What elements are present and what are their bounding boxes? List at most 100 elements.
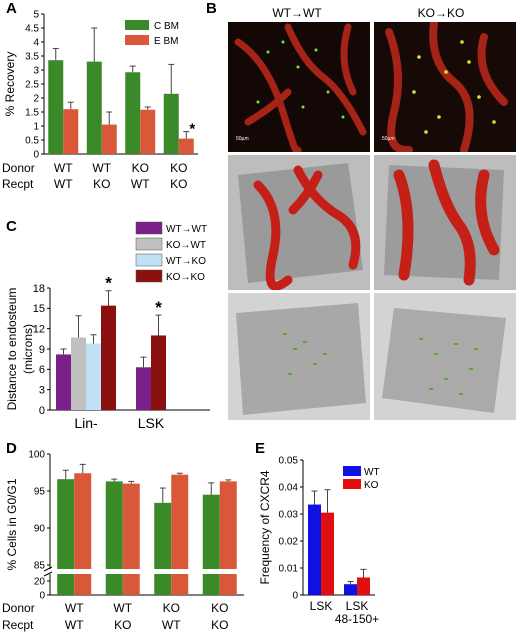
- y-axis-title: % Cells in G0/G1: [5, 478, 19, 570]
- y-tick-label: 0.03: [279, 510, 299, 521]
- y-axis-title: Frequency of CXCR4: [258, 470, 272, 584]
- col-title-ko-ko: KO→KO: [417, 6, 465, 20]
- legend-swatch: [135, 237, 163, 251]
- y-tick-label: 0: [33, 150, 39, 161]
- bar-series-2: [86, 343, 101, 410]
- bar-upper: [122, 483, 140, 569]
- category-label: 48-150+: [335, 612, 379, 626]
- donor-label: KO: [211, 601, 228, 615]
- recpt-label: KO: [211, 618, 228, 632]
- bar-series-3: [101, 305, 116, 410]
- recpt-label: WT: [65, 618, 84, 632]
- recpt-label: WT: [54, 177, 73, 191]
- y-tick-label: 18: [33, 283, 45, 295]
- bar-upper: [171, 474, 189, 569]
- donor-label: WT: [65, 601, 84, 615]
- y-tick-label: 0.01: [279, 564, 299, 575]
- scale-bar-label: 50µm: [236, 136, 249, 142]
- chart-c: 0 3 6 9 12 15 18 Distance to endosteum (microns)…: [5, 221, 210, 431]
- y-tick-label: 0: [292, 591, 298, 602]
- category-label: LSK: [310, 599, 333, 613]
- y-tick-label: 12: [33, 324, 45, 336]
- panel-letter-e: E: [255, 440, 266, 457]
- render-drawing: [228, 293, 370, 420]
- bar-cbm: [125, 72, 141, 154]
- y-tick-label: 4: [33, 38, 39, 49]
- recpt-label: WT: [162, 618, 181, 632]
- legend-label: WT: [364, 467, 380, 478]
- significance-marker: *: [105, 274, 112, 293]
- panel-letter-c: C: [6, 218, 17, 235]
- significance-marker: *: [155, 298, 162, 317]
- donor-label: WT: [92, 161, 111, 175]
- y-tick-label: 0.5: [25, 136, 39, 147]
- bar-cbm: [86, 61, 102, 154]
- render-drawing: [374, 293, 516, 420]
- y-tick-label: 95: [34, 487, 46, 498]
- bar-lower: [122, 574, 140, 595]
- axis-break-mark: [43, 571, 53, 577]
- bar-cbm: [48, 60, 64, 155]
- bar-lower: [154, 574, 172, 595]
- y-tick-label: 0: [39, 405, 45, 417]
- donor-label: KO: [163, 601, 180, 615]
- y-tick-label: 3.5: [25, 52, 39, 63]
- legend-label: KO: [364, 480, 379, 491]
- y-tick-label: 6: [39, 364, 45, 376]
- y-axis-title: Distance to endosteum: [5, 288, 19, 411]
- bar-series-3: [151, 335, 166, 410]
- y-tick-label: 0.05: [279, 456, 299, 467]
- scale-bar-label: 50µm: [382, 136, 395, 142]
- bar-lower: [171, 574, 189, 595]
- y-tick-label: 85: [34, 561, 46, 572]
- bar-ebm: [101, 124, 117, 154]
- y-tick-label: 0: [39, 591, 45, 602]
- donor-label: KO: [170, 161, 187, 175]
- category-label: LSK: [346, 599, 369, 613]
- y-tick-label: 100: [28, 450, 45, 461]
- render-3d-cells-ko-ko: [374, 293, 516, 420]
- legend-label: WT→KO: [166, 256, 206, 267]
- legend-swatch: [343, 479, 361, 489]
- legend-label: E BM: [154, 36, 178, 47]
- legend-label: KO→WT: [166, 240, 206, 251]
- y-axis-title: % Recovery: [3, 52, 17, 117]
- legend-swatch: [135, 269, 163, 283]
- bar-ko: [357, 577, 370, 595]
- bar-ebm: [63, 109, 79, 154]
- donor-label: KO: [132, 161, 149, 175]
- category-label: Lin-: [74, 415, 98, 431]
- bar-upper: [154, 502, 172, 569]
- bar-upper: [202, 494, 220, 569]
- legend-swatch: [135, 253, 163, 267]
- y-tick-label: 1: [33, 122, 39, 133]
- y-tick-label: 0.04: [279, 483, 299, 494]
- y-tick-label: 5: [33, 10, 39, 21]
- bar-lower: [202, 574, 220, 595]
- legend-swatch: [125, 35, 149, 45]
- y-tick-label: 3: [33, 66, 39, 77]
- panel-letter-b: B: [206, 0, 217, 17]
- bar-ebm: [178, 138, 194, 154]
- bar-lower: [219, 574, 237, 595]
- fluorescence-image-wt-wt: 50µm: [228, 22, 370, 152]
- bar-series-0: [56, 354, 71, 410]
- recpt-label: KO: [170, 177, 187, 191]
- y-tick-label: 3: [39, 385, 45, 397]
- row-label-donor: Donor: [2, 601, 35, 615]
- y-tick-label: 1.5: [25, 108, 39, 119]
- y-tick-label: 4.5: [25, 24, 39, 35]
- category-label: LSK: [138, 415, 165, 431]
- recpt-label: KO: [93, 177, 110, 191]
- bar-upper: [57, 479, 75, 569]
- chart-d: 85 90 95 100 0 20 % Cells in G0/G1 Donor Recpt WT…: [2, 450, 244, 632]
- chart-e: 0 0.01 0.02 0.03 0.04 0.05 Frequency of CXCR4 L…: [258, 456, 380, 627]
- y-tick-label: 2.5: [25, 80, 39, 91]
- legend-label: KO→KO: [166, 272, 205, 283]
- render-3d-vessels-ko-ko: [374, 155, 516, 290]
- y-tick-label: 90: [34, 524, 46, 535]
- y-tick-label: 20: [34, 577, 46, 588]
- bar-series-0: [136, 367, 151, 410]
- render-3d-vessels-wt-wt: [228, 155, 370, 290]
- y-tick-label: 2: [33, 94, 39, 105]
